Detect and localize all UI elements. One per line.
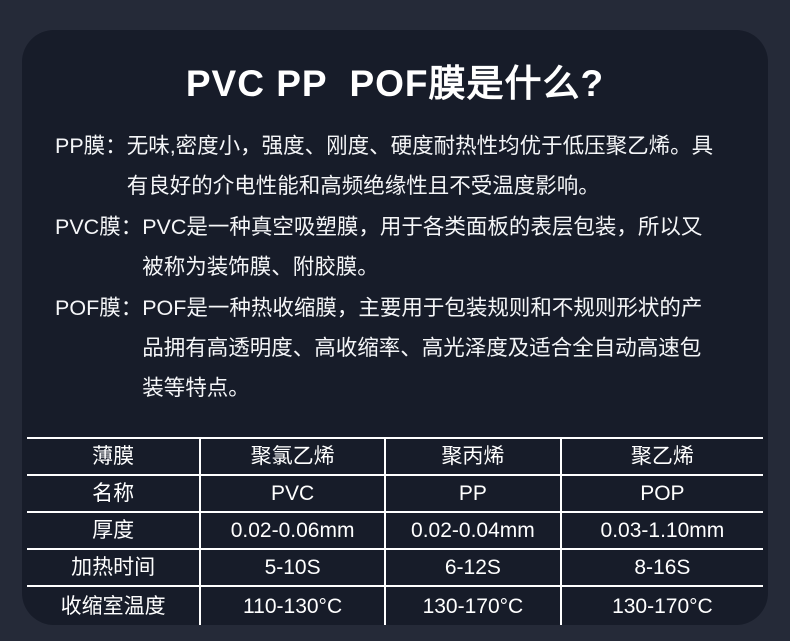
page-title: PVC PP POF膜是什么?: [185, 63, 605, 104]
paragraph-text: 无味,密度小，强度、刚度、硬度耐热性均优于低压聚乙烯。具有良好的介电性能和高频绝…: [126, 134, 714, 198]
spec-table: 薄膜 聚氯乙烯 聚丙烯 聚乙烯 名称 PVC PP POP 厚度 0.02-0.…: [22, 437, 768, 625]
table-cell: PP: [383, 474, 560, 511]
table-cell: POP: [559, 474, 763, 511]
table-row: 薄膜 聚氯乙烯 聚丙烯 聚乙烯: [27, 437, 763, 474]
column-header-cell: 聚氯乙烯: [199, 437, 384, 474]
table-cell: 130-170°C: [383, 585, 560, 625]
row-header-cell: 加热时间: [27, 548, 200, 585]
description-paragraph-pof: POF膜： POF是一种热收缩膜，主要用于包装规则和不规则形状的产品拥有高透明度…: [55, 288, 720, 408]
description-paragraph-pvc: PVC膜： PVC是一种真空吸塑膜，用于各类面板的表层包装，所以又被称为装饰膜、…: [55, 207, 720, 287]
column-header-cell: 聚丙烯: [383, 437, 560, 474]
table-cell: 0.02-0.04mm: [383, 511, 560, 548]
table-row: 收缩室温度 110-130°C 130-170°C 130-170°C: [27, 585, 763, 625]
row-header-cell: 名称: [27, 474, 200, 511]
table-cell: 0.03-1.10mm: [559, 511, 763, 548]
row-header-cell: 收缩室温度: [27, 585, 200, 625]
description-paragraph-pp: PP膜： 无味,密度小，强度、刚度、硬度耐热性均优于低压聚乙烯。具有良好的介电性…: [55, 126, 720, 206]
table-cell: 130-170°C: [559, 585, 763, 625]
table-cell: 0.02-0.06mm: [199, 511, 384, 548]
table-row: 加热时间 5-10S 6-12S 8-16S: [27, 548, 763, 585]
paragraph-text: PVC是一种真空吸塑膜，用于各类面板的表层包装，所以又被称为装饰膜、附胶膜。: [142, 215, 703, 279]
film-descriptions: PP膜： 无味,密度小，强度、刚度、硬度耐热性均优于低压聚乙烯。具有良好的介电性…: [22, 126, 768, 409]
paragraph-label: PP膜：: [55, 134, 127, 158]
table-cell: PVC: [199, 474, 384, 511]
paragraph-label: POF膜：: [55, 296, 143, 320]
row-header-cell: 薄膜: [27, 437, 200, 474]
paragraph-text: POF是一种热收缩膜，主要用于包装规则和不规则形状的产品拥有高透明度、高收缩率、…: [142, 296, 703, 400]
info-card: PVC PP POF膜是什么? PP膜： 无味,密度小，强度、刚度、硬度耐热性均…: [22, 30, 768, 625]
table-cell: 5-10S: [199, 548, 384, 585]
table-cell: 110-130°C: [199, 585, 384, 625]
table-row: 厚度 0.02-0.06mm 0.02-0.04mm 0.03-1.10mm: [27, 511, 763, 548]
table-row: 名称 PVC PP POP: [27, 474, 763, 511]
row-header-cell: 厚度: [27, 511, 200, 548]
paragraph-label: PVC膜：: [55, 215, 143, 239]
table-cell: 8-16S: [559, 548, 763, 585]
table-cell: 6-12S: [383, 548, 560, 585]
column-header-cell: 聚乙烯: [559, 437, 763, 474]
